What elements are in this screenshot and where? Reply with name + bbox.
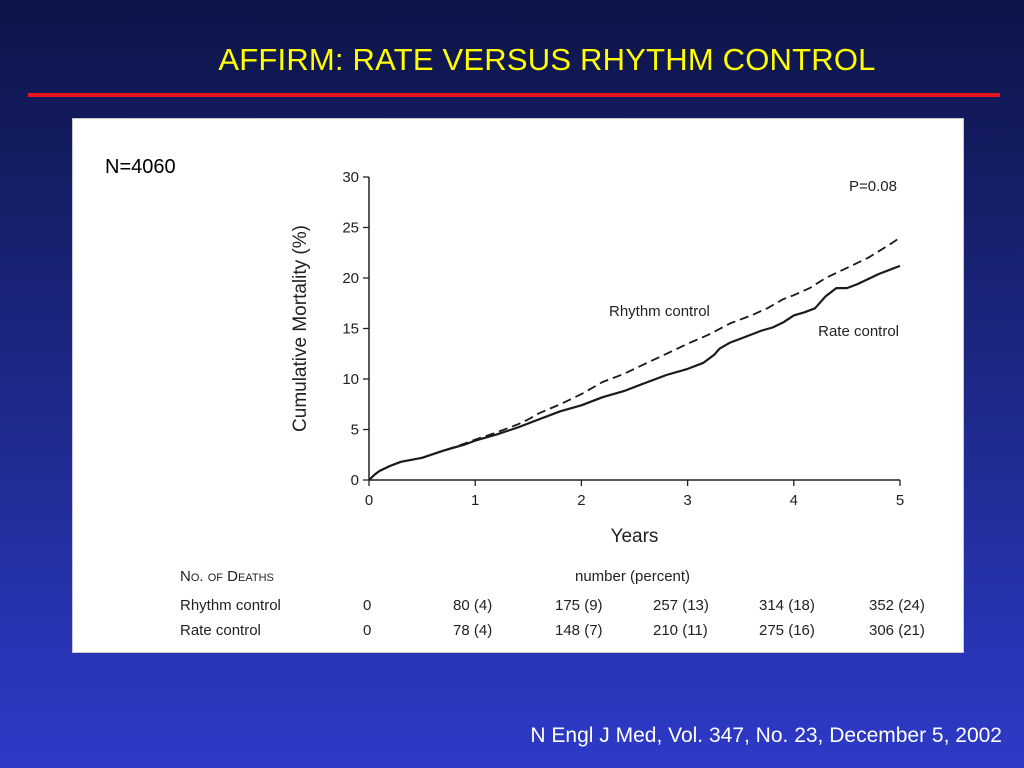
deaths-cell: 0: [363, 622, 372, 639]
y-tick-label: 30: [342, 169, 359, 186]
deaths-cell: 257 (13): [653, 597, 709, 614]
x-tick-label: 5: [896, 492, 904, 509]
title-divider: [28, 93, 1000, 97]
x-tick-label: 2: [577, 492, 585, 509]
x-tick-label: 0: [365, 492, 373, 509]
rate-control-label: Rate control: [818, 323, 899, 340]
deaths-cell: 275 (16): [759, 622, 815, 639]
mortality-chart: 0 5 10 15 20 25 30 0 1 2 3 4 5 Years Cumulative Mortal…: [290, 169, 904, 547]
deaths-table-subheader: number (percent): [575, 568, 691, 585]
rhythm-control-label: Rhythm control: [609, 303, 710, 320]
deaths-cell: 306 (21): [869, 622, 925, 639]
deaths-table-title: No. of Deaths: [180, 568, 274, 585]
p-value-annotation: P=0.08: [849, 178, 897, 195]
deaths-cell: 175 (9): [555, 597, 603, 614]
sample-size-label: N=4060: [105, 156, 176, 178]
deaths-table-header: No. of Deaths number (percent): [73, 568, 965, 590]
deaths-cell: 314 (18): [759, 597, 815, 614]
deaths-row-label: Rate control: [180, 622, 261, 639]
deaths-cell: 78 (4): [453, 622, 493, 639]
deaths-cell: 0: [363, 597, 372, 614]
deaths-cell: 352 (24): [869, 597, 925, 614]
citation: N Engl J Med, Vol. 347, No. 23, December…: [530, 724, 1002, 747]
y-tick-label: 10: [342, 371, 359, 388]
y-tick-label: 5: [351, 422, 359, 439]
rate-control-line: [368, 264, 901, 481]
y-tick-label: 0: [351, 472, 359, 489]
figure-panel: N=4060 0 5 10 15 20 25 30 0 1 2 3 4 5 Years Cumulative…: [72, 118, 964, 653]
y-tick-label: 25: [342, 220, 359, 237]
x-axis-title: Years: [611, 526, 659, 547]
deaths-cell: 80 (4): [453, 597, 493, 614]
rhythm-control-line: [368, 236, 901, 481]
slide-title: AFFIRM: RATE VERSUS RHYTHM CONTROL: [218, 42, 876, 77]
y-tick-label: 15: [342, 321, 359, 338]
deaths-row-label: Rhythm control: [180, 597, 281, 614]
y-axis-title: Cumulative Mortality (%): [290, 225, 311, 432]
y-tick-label: 20: [342, 270, 359, 287]
x-tick-label: 1: [471, 492, 479, 509]
deaths-cell: 210 (11): [653, 622, 708, 639]
deaths-table-row: Rate control 0 78 (4) 148 (7) 210 (11) 2…: [73, 622, 965, 644]
deaths-table-row: Rhythm control 0 80 (4) 175 (9) 257 (13)…: [73, 597, 965, 619]
deaths-table-title-text: No. of Deaths: [180, 568, 274, 585]
x-tick-label: 3: [683, 492, 691, 509]
x-tick-label: 4: [790, 492, 798, 509]
deaths-cell: 148 (7): [555, 622, 603, 639]
